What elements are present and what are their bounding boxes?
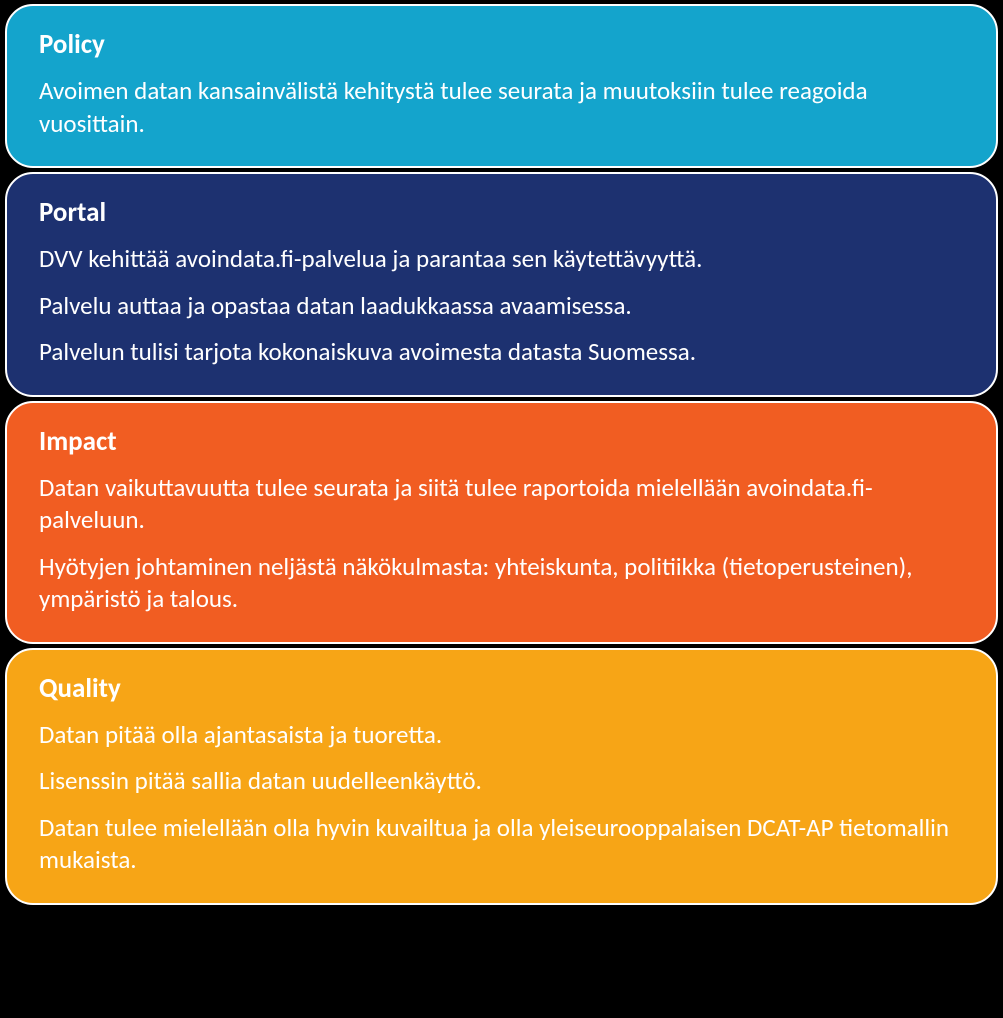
card-body: Datan vaikuttavuutta tulee seurata ja si… bbox=[39, 472, 964, 616]
card-body: Datan pitää olla ajantasaista ja tuorett… bbox=[39, 719, 964, 877]
card-quality: Quality Datan pitää olla ajantasaista ja… bbox=[5, 648, 998, 905]
card-paragraph: Palvelun tulisi tarjota kokonaiskuva avo… bbox=[39, 336, 964, 369]
card-title: Impact bbox=[39, 425, 964, 458]
card-paragraph: Palvelu auttaa ja opastaa datan laadukka… bbox=[39, 290, 964, 323]
card-body: DVV kehittää avoindata.fi-palvelua ja pa… bbox=[39, 243, 964, 369]
card-portal: Portal DVV kehittää avoindata.fi-palvelu… bbox=[5, 172, 998, 397]
card-paragraph: Hyötyjen johtaminen neljästä näkökulmast… bbox=[39, 551, 964, 616]
card-paragraph: Lisenssin pitää sallia datan uudelleenkä… bbox=[39, 765, 964, 798]
card-title: Portal bbox=[39, 196, 964, 229]
card-paragraph: Avoimen datan kansainvälistä kehitystä t… bbox=[39, 75, 964, 140]
card-impact: Impact Datan vaikuttavuutta tulee seurat… bbox=[5, 401, 998, 644]
card-paragraph: DVV kehittää avoindata.fi-palvelua ja pa… bbox=[39, 243, 964, 276]
card-body: Avoimen datan kansainvälistä kehitystä t… bbox=[39, 75, 964, 140]
card-title: Policy bbox=[39, 28, 964, 61]
card-paragraph: Datan tulee mielellään olla hyvin kuvail… bbox=[39, 812, 964, 877]
card-paragraph: Datan vaikuttavuutta tulee seurata ja si… bbox=[39, 472, 964, 537]
card-title: Quality bbox=[39, 672, 964, 705]
card-paragraph: Datan pitää olla ajantasaista ja tuorett… bbox=[39, 719, 964, 752]
card-policy: Policy Avoimen datan kansainvälistä kehi… bbox=[5, 4, 998, 168]
